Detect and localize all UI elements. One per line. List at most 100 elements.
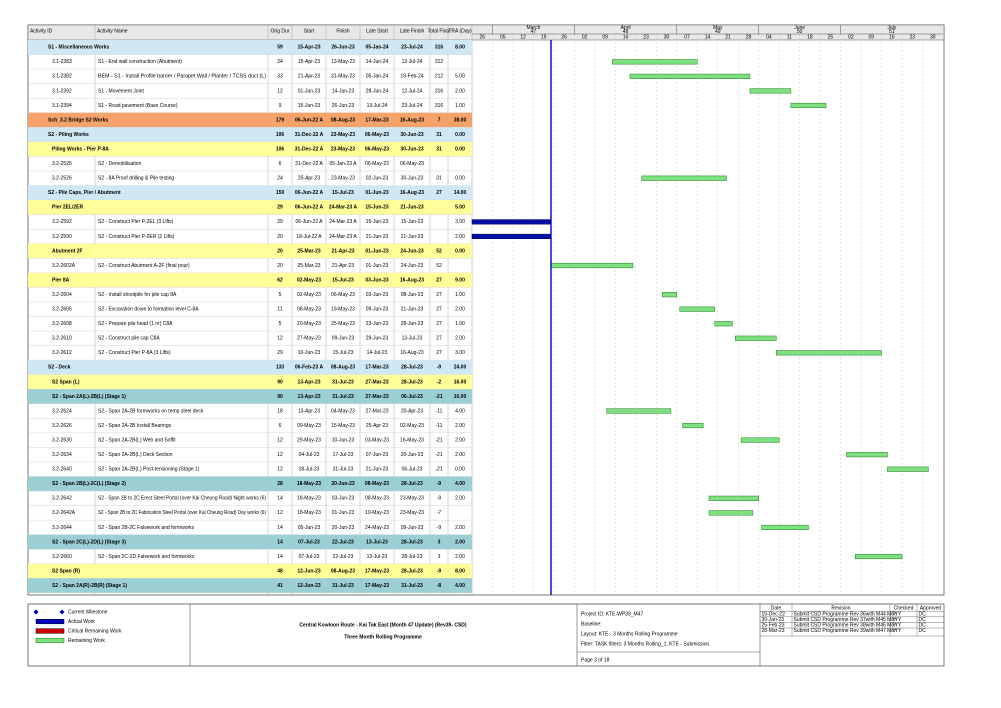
tra-cell: 24.00 xyxy=(454,365,467,371)
week-label: 07 xyxy=(684,34,690,40)
tra-cell: 0.00 xyxy=(455,176,465,182)
late-start-cell: 27-Mar-23 xyxy=(365,408,388,414)
total-float-cell: 27 xyxy=(436,321,442,327)
summary-row xyxy=(28,272,472,288)
id-cell: 3.1-2382 xyxy=(52,74,72,80)
month-number: 50 xyxy=(797,29,803,35)
remaining-bar xyxy=(740,437,780,443)
week-label: 04 xyxy=(766,34,772,40)
total-float-cell: 52 xyxy=(436,248,442,254)
week-label: 25 xyxy=(828,34,834,40)
project-info: Layout: KTE - 3 Months Rolling Programme xyxy=(581,631,678,637)
column-header: Finish xyxy=(336,28,350,34)
late-finish-cell: 23-May-23 xyxy=(400,496,424,502)
name-cell: S2 - Span 2A(R)-2B(R) (Stage 1) xyxy=(52,583,127,589)
remaining-bar xyxy=(714,321,733,327)
total-float-cell: 3 xyxy=(438,539,441,545)
late-finish-cell: 28-Jun-23 xyxy=(401,321,424,327)
legend-label: Actual Work xyxy=(68,619,95,625)
finish-cell: 26-Jun-23 xyxy=(331,45,355,51)
finish-cell: 24-Mar-23 A xyxy=(329,219,357,225)
start-cell: 06-Feb-23 A xyxy=(295,365,324,371)
week-label: 14 xyxy=(705,34,711,40)
legend-symbol xyxy=(35,618,65,625)
id-cell: 3.2-2642A xyxy=(52,510,76,516)
total-float-cell: -9 xyxy=(437,365,442,371)
id-cell: 3.2-2644 xyxy=(52,525,72,531)
finish-cell: 01-Jun-23 xyxy=(332,510,355,516)
late-finish-cell: 28-Jul-23 xyxy=(402,554,423,560)
remaining-bar xyxy=(775,350,882,356)
late-finish-cell: 16-Aug-23 xyxy=(400,350,424,356)
finish-cell: 23-May-23 xyxy=(331,176,355,182)
start-cell: 06-Jun-22 A xyxy=(295,190,324,196)
late-start-cell: 17-Mar-23 xyxy=(365,117,389,123)
finish-cell: 13-May-23 xyxy=(331,59,355,65)
total-float-cell: 27 xyxy=(436,277,442,283)
dur-cell: 59 xyxy=(277,45,283,51)
late-start-cell: 13-Jul-23 xyxy=(366,539,388,545)
id-cell: 3.1-2383 xyxy=(52,59,72,65)
total-float-cell: 27 xyxy=(436,190,442,196)
summary-row xyxy=(28,360,472,375)
column-header: Late Start xyxy=(366,28,388,34)
tra-cell: 2.00 xyxy=(455,307,465,313)
total-float-cell: 27 xyxy=(436,350,442,356)
late-finish-cell: 12-Jul-24 xyxy=(402,59,423,65)
remaining-bar xyxy=(641,175,727,181)
late-finish-cell: 08-Jun-23 xyxy=(401,292,424,298)
start-cell: 07-Jul-23 xyxy=(298,539,320,545)
late-start-cell: 21-Jun-23 xyxy=(366,234,389,240)
tra-cell: 2.00 xyxy=(455,336,465,342)
summary-row xyxy=(28,389,472,404)
remaining-bar xyxy=(550,262,634,269)
dur-cell: 90 xyxy=(277,379,283,385)
summary-row xyxy=(28,112,472,128)
total-float-cell: 27 xyxy=(436,307,442,313)
finish-cell: 04-May-23 xyxy=(331,408,355,414)
summary-row xyxy=(28,200,472,215)
finish-cell: 31-Jul-23 xyxy=(332,394,354,400)
id-cell: 3.2-2630 xyxy=(52,437,72,443)
revision-cell: DC xyxy=(919,628,927,634)
late-finish-cell: 24-Jun-23 xyxy=(400,248,424,254)
late-start-cell: 17-Mar-23 xyxy=(365,365,389,371)
tra-cell: 38.00 xyxy=(454,117,467,123)
start-cell: 18-Jul-23 xyxy=(299,467,320,473)
remaining-bar xyxy=(682,423,704,429)
late-finish-cell: 19-Feb-24 xyxy=(400,74,423,80)
id-cell: 3.2-2602A xyxy=(52,263,76,269)
name-cell: S2 - Span 2A-2B(L) Deck Section xyxy=(98,452,173,458)
revision-header: Date xyxy=(771,605,782,611)
late-start-cell: 08-May-23 xyxy=(365,496,389,502)
name-cell: S2 - Span 2C(L)-2D(L) (Stage 3) xyxy=(52,539,126,545)
column-header: Activity ID xyxy=(30,28,53,34)
actual-bar xyxy=(471,233,552,239)
late-start-cell: 13-Jul-24 xyxy=(367,103,388,109)
tra-cell: 3.00 xyxy=(455,219,465,225)
column-header: Total Float xyxy=(427,28,451,34)
id-cell: 3.2-2592 xyxy=(52,219,72,225)
name-cell: S2 - Span 2B to 2C Fabrication Steel Por… xyxy=(98,510,266,516)
week-label: 05 xyxy=(500,34,506,40)
name-cell: S2 - Pile Caps, Pier / Abutment xyxy=(48,190,121,196)
late-start-cell: 15-Jun-23 xyxy=(365,205,389,211)
start-cell: 31-Dec-22 A xyxy=(295,161,323,167)
late-finish-cell: 20-Jun-23 xyxy=(401,452,424,458)
remaining-bar xyxy=(846,452,888,458)
column-header: Late Finish xyxy=(400,28,425,34)
name-cell: S2 - Span 2A-2B(L) Web and Soffit xyxy=(98,437,176,443)
tra-cell: 2.00 xyxy=(455,539,465,545)
late-finish-cell: 23-Jul-24 xyxy=(401,45,423,51)
late-start-cell: 08-May-23 xyxy=(365,481,389,487)
name-cell: S2 - 8A Proof drilling & Pile testing xyxy=(98,176,174,182)
id-cell: 3.2-2634 xyxy=(52,452,72,458)
name-cell: S1 - Miscellaneous Works xyxy=(48,45,110,51)
finish-cell: 15-Jul-23 xyxy=(333,350,354,356)
week-label: 16 xyxy=(889,34,895,40)
late-start-cell: 01-Jun-23 xyxy=(366,263,389,269)
tra-cell: 5.00 xyxy=(455,74,465,80)
late-start-cell: 10-May-23 xyxy=(365,510,389,516)
id-cell: 3.1-2394 xyxy=(52,103,72,109)
